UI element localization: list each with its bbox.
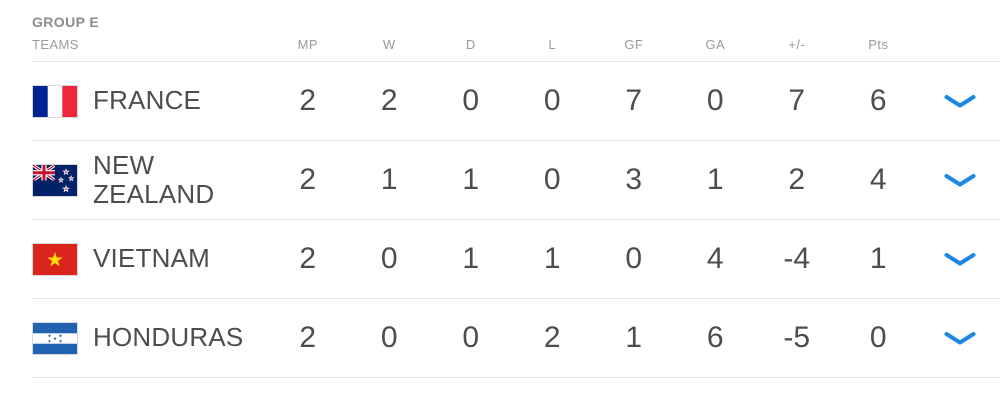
stat-pts: 0: [869, 321, 887, 354]
stat-d: 0: [462, 84, 480, 117]
new-zealand-flag-icon: [32, 163, 78, 197]
stat-diff: 7: [788, 84, 806, 117]
column-header-mp: MP: [297, 37, 318, 52]
stat-ga: 1: [706, 163, 724, 196]
column-header-pts: Pts: [868, 37, 889, 52]
stat-pts: 1: [869, 242, 887, 275]
team-name: NEW ZEALAND: [93, 149, 215, 209]
table-row-france: FRANCE 2 2 0 0 7 0 7 6: [32, 62, 1000, 141]
stat-w: 2: [380, 84, 398, 117]
group-standings-table: GROUP E TEAMS MP W D L GF GA +/- Pts FRA…: [32, 14, 1000, 378]
stat-d: 1: [462, 242, 480, 275]
column-header-d: D: [465, 37, 476, 52]
chevron-down-icon[interactable]: [938, 326, 982, 351]
column-header-l: L: [548, 37, 557, 52]
france-flag-icon: [32, 84, 78, 118]
chevron-down-icon[interactable]: [938, 168, 982, 193]
stat-l: 1: [543, 242, 561, 275]
stat-l: 2: [543, 321, 561, 354]
stat-diff: -4: [783, 242, 811, 275]
stat-gf: 7: [625, 84, 643, 117]
column-header-gf: GF: [624, 37, 644, 52]
column-header-diff: +/-: [788, 37, 806, 52]
stat-l: 0: [543, 163, 561, 196]
team-name: FRANCE: [93, 85, 202, 116]
team-name: VIETNAM: [93, 243, 210, 274]
stat-mp: 2: [299, 163, 317, 196]
table-row-honduras: HONDURAS 2 0 0 2 1 6 -5 0: [32, 299, 1000, 378]
stat-ga: 6: [706, 321, 724, 354]
stat-pts: 6: [869, 84, 887, 117]
stat-mp: 2: [299, 242, 317, 275]
stat-ga: 0: [706, 84, 724, 117]
stat-gf: 0: [625, 242, 643, 275]
stat-d: 0: [462, 321, 480, 354]
group-title: GROUP E: [32, 14, 100, 30]
chevron-down-icon[interactable]: [938, 247, 982, 272]
chevron-down-icon[interactable]: [938, 89, 982, 114]
stat-mp: 2: [299, 84, 317, 117]
column-header-teams: TEAMS: [32, 37, 79, 52]
column-header-ga: GA: [705, 37, 726, 52]
stat-pts: 4: [869, 163, 887, 196]
column-header-w: W: [382, 37, 396, 52]
stat-gf: 3: [625, 163, 643, 196]
stat-gf: 1: [625, 321, 643, 354]
stat-diff: -5: [783, 321, 811, 354]
stat-mp: 2: [299, 321, 317, 354]
stat-w: 1: [380, 163, 398, 196]
stat-w: 0: [380, 321, 398, 354]
table-row-vietnam: VIETNAM 2 0 1 1 0 4 -4 1: [32, 220, 1000, 299]
stat-d: 1: [462, 163, 480, 196]
team-name: HONDURAS: [93, 322, 244, 353]
vietnam-flag-icon: [32, 242, 78, 276]
stat-w: 0: [380, 242, 398, 275]
table-header: TEAMS MP W D L GF GA +/- Pts: [32, 30, 1000, 62]
honduras-flag-icon: [32, 321, 78, 355]
stat-ga: 4: [706, 242, 724, 275]
table-row-new-zealand: NEW ZEALAND 2 1 1 0 3 1 2 4: [32, 141, 1000, 220]
stat-l: 0: [543, 84, 561, 117]
stat-diff: 2: [788, 163, 806, 196]
